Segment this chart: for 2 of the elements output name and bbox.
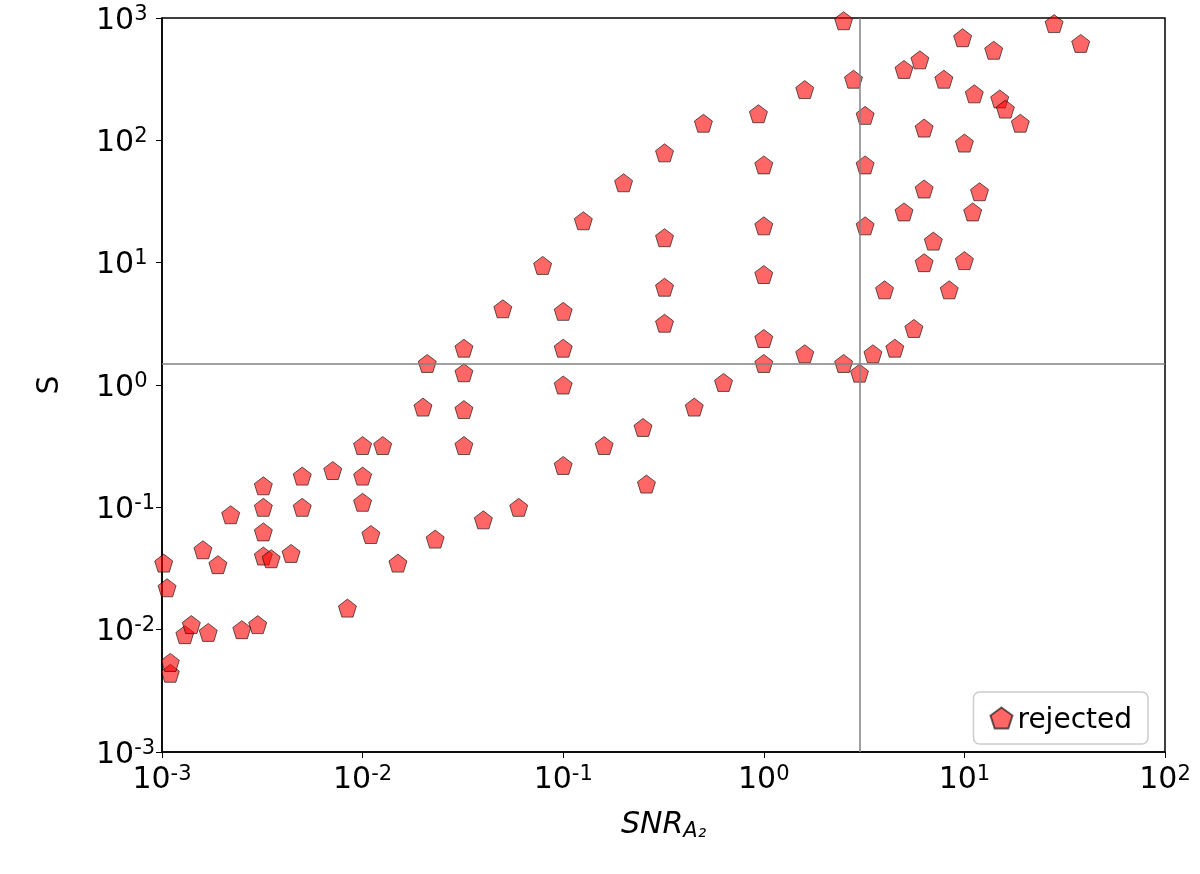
y-axis-title: S (29, 375, 65, 395)
legend-label: rejected (1017, 701, 1133, 735)
